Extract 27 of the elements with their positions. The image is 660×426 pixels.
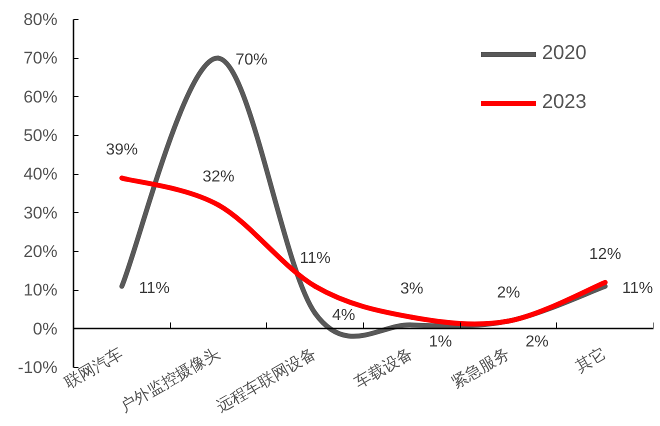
legend-label: 2023 [542, 91, 588, 114]
data-label: 3% [400, 280, 424, 298]
data-label: 2% [496, 284, 520, 302]
y-tick-label: 60% [23, 87, 58, 106]
data-label: 1% [428, 333, 452, 350]
data-label: 4% [332, 306, 356, 324]
x-tick-label: 车载设备 [352, 344, 416, 392]
y-tick-label: 30% [23, 203, 58, 222]
data-label: 12% [589, 246, 622, 263]
y-tick-label: 10% [23, 280, 58, 300]
data-label: 70% [236, 52, 268, 69]
y-tick-label: 50% [23, 126, 58, 145]
y-tick-label: 70% [23, 48, 58, 68]
x-tick-label: 联网汽车 [62, 344, 126, 392]
x-tick-label: 其它 [572, 344, 610, 376]
y-tick-label: 0% [32, 319, 58, 338]
legend-label: 2020 [542, 42, 588, 65]
y-tick-label: 20% [23, 242, 58, 261]
y-tick-label: 80% [23, 10, 58, 29]
y-tick-label: -10% [18, 358, 58, 377]
data-label: 32% [202, 168, 235, 186]
data-label: 11% [622, 280, 654, 297]
data-label: 2% [526, 333, 549, 350]
data-label: 39% [106, 142, 138, 159]
data-label: 11% [300, 250, 331, 267]
data-label: 11% [138, 280, 170, 297]
y-tick-label: 40% [23, 164, 58, 184]
